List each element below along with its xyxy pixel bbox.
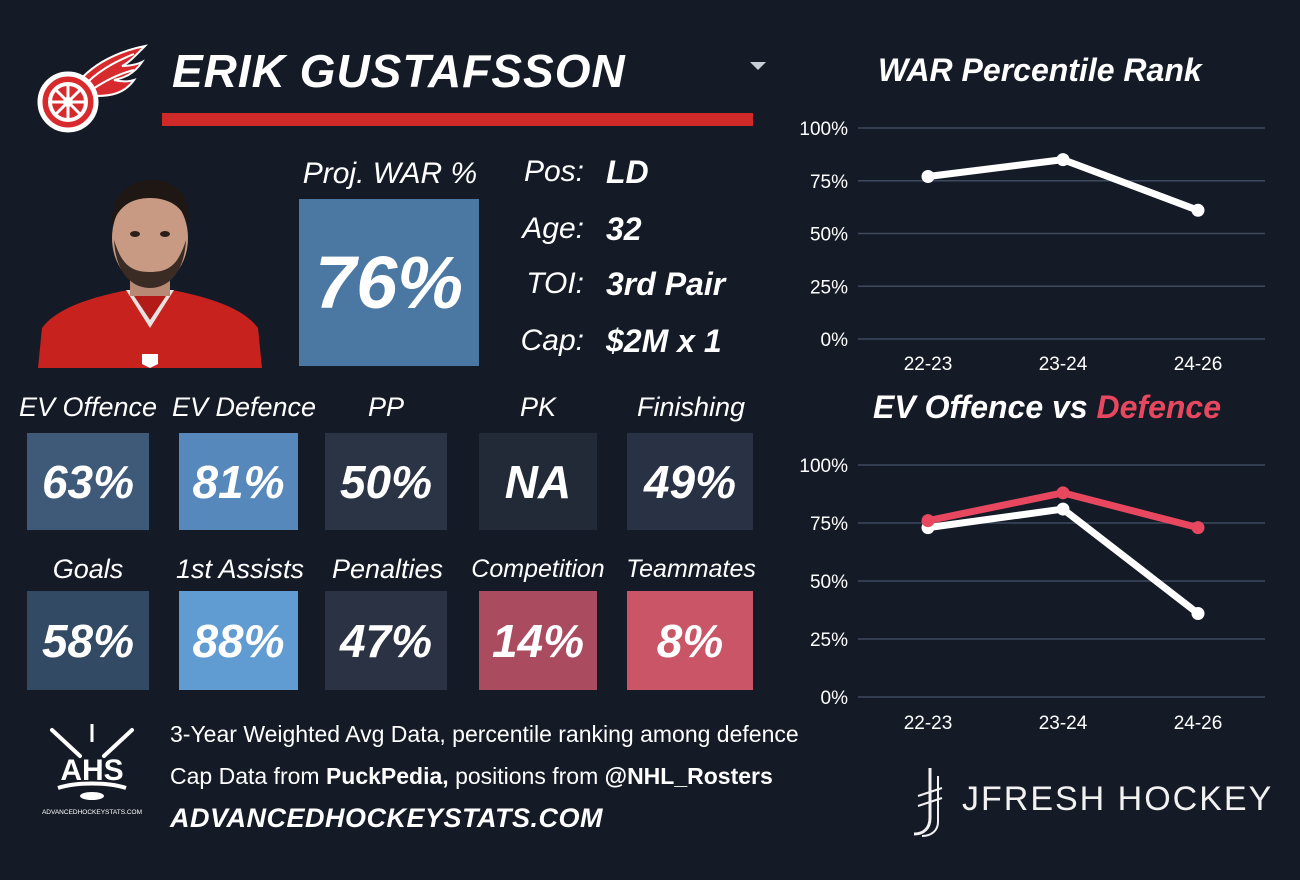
metric-value-pk: NA — [479, 433, 597, 530]
y-tick-label: 100% — [799, 119, 848, 140]
data-point — [1191, 606, 1205, 620]
y-tick-label: 75% — [810, 172, 848, 193]
ev-chart-title: EV Offence vs Defence — [873, 389, 1221, 426]
metric-label-ev-defence: EV Defence — [171, 392, 317, 422]
y-tick-label: 25% — [810, 277, 848, 298]
metric-value-ev-offence: 63% — [27, 433, 149, 530]
series-line — [924, 505, 1202, 617]
metric-label-teammates: Teammates — [626, 555, 756, 583]
info-label-pos: Pos: — [523, 155, 584, 188]
info-value-pos: LD — [606, 154, 649, 190]
metric-label-1st-assists: 1st Assists — [175, 554, 305, 584]
metric-value-pp: 50% — [325, 433, 447, 530]
metric-value-penalties: 47% — [325, 591, 447, 690]
puckpedia-link[interactable]: PuckPedia, — [325, 763, 449, 789]
metric-label-ev-offence: EV Offence — [18, 392, 158, 422]
proj-war-label: Proj. WAR % — [302, 157, 478, 190]
metric-label-goals: Goals — [52, 554, 124, 584]
ev-chart-title-highlight: Defence — [1096, 389, 1222, 425]
metric-value-competition: 14% — [479, 591, 597, 690]
war-percentile-chart: 0% 25% 50% 75% 100% 22-23 23-24 24-26 — [799, 119, 1265, 375]
player-headshot — [38, 180, 262, 368]
y-tick-label: 50% — [810, 225, 848, 246]
x-tick-label: 23-24 — [1039, 354, 1088, 375]
proj-war-value: 76% — [299, 199, 479, 366]
info-value-cap: $2M x 1 — [606, 323, 722, 359]
ev-offence-defence-chart: 0% 25% 50% 75% 100% 22-23 23-24 24-26 — [799, 456, 1265, 734]
nhl-rosters-link[interactable]: @NHL_Rosters — [604, 763, 773, 789]
jfresh-hockey-brand: JFRESH HOCKEY — [962, 780, 1274, 818]
x-tick-label: 24-26 — [1174, 354, 1223, 375]
name-underline — [162, 113, 753, 126]
data-point — [921, 514, 935, 528]
footer-note-2-mid: positions from — [448, 763, 605, 789]
x-tick-label: 24-26 — [1174, 713, 1223, 734]
metric-value-ev-defence: 81% — [179, 433, 298, 530]
jfresh-icon — [913, 768, 943, 837]
series-line — [924, 156, 1202, 214]
info-value-toi: 3rd Pair — [606, 266, 726, 302]
footer-note-2-prefix: Cap Data from — [170, 763, 326, 789]
metric-value-teammates: 8% — [627, 591, 753, 690]
x-tick-label: 22-23 — [904, 354, 953, 375]
y-tick-label: 50% — [810, 572, 848, 593]
war-chart-title: WAR Percentile Rank — [878, 52, 1202, 88]
player-name: ERIK GUSTAFSSON — [172, 45, 626, 97]
ahs-logo: AHS ADVANCEDHOCKEYSTATS.COM — [42, 724, 142, 816]
y-tick-label: 25% — [810, 630, 848, 651]
y-tick-label: 75% — [810, 514, 848, 535]
y-tick-label: 0% — [821, 688, 849, 709]
data-point — [921, 170, 935, 184]
website-link[interactable]: ADVANCEDHOCKEYSTATS.COM — [170, 803, 604, 833]
info-label-cap: Cap: — [520, 324, 584, 357]
metric-label-finishing: Finishing — [636, 392, 746, 422]
data-point — [1056, 153, 1070, 167]
red-wings-logo — [37, 44, 148, 133]
metric-value-finishing: 49% — [627, 433, 753, 530]
data-point — [1056, 502, 1070, 516]
metric-value-1st-assists: 88% — [179, 591, 298, 690]
y-tick-label: 100% — [799, 456, 848, 477]
metric-label-competition: Competition — [471, 555, 605, 583]
metric-label-penalties: Penalties — [331, 554, 444, 584]
x-tick-label: 22-23 — [904, 713, 953, 734]
info-label-age: Age: — [522, 212, 584, 245]
data-point — [1191, 203, 1205, 217]
info-label-toi: TOI: — [526, 267, 584, 300]
footer-note-1: 3-Year Weighted Avg Data, percentile ran… — [170, 721, 799, 747]
ev-chart-title-prefix: EV Offence vs — [873, 389, 1097, 425]
metric-label-pk: PK — [519, 392, 557, 422]
x-tick-label: 23-24 — [1039, 713, 1088, 734]
chevron-down-icon[interactable] — [750, 62, 766, 70]
data-point — [1191, 521, 1205, 535]
footer-note-2: Cap Data from PuckPedia, positions from … — [170, 761, 773, 791]
metric-label-pp: PP — [367, 392, 405, 422]
ahs-logo-subtext: ADVANCEDHOCKEYSTATS.COM — [42, 809, 142, 816]
data-point — [1056, 486, 1070, 500]
y-tick-label: 0% — [821, 330, 849, 351]
info-value-age: 32 — [606, 211, 642, 247]
metric-value-goals: 58% — [27, 591, 149, 690]
